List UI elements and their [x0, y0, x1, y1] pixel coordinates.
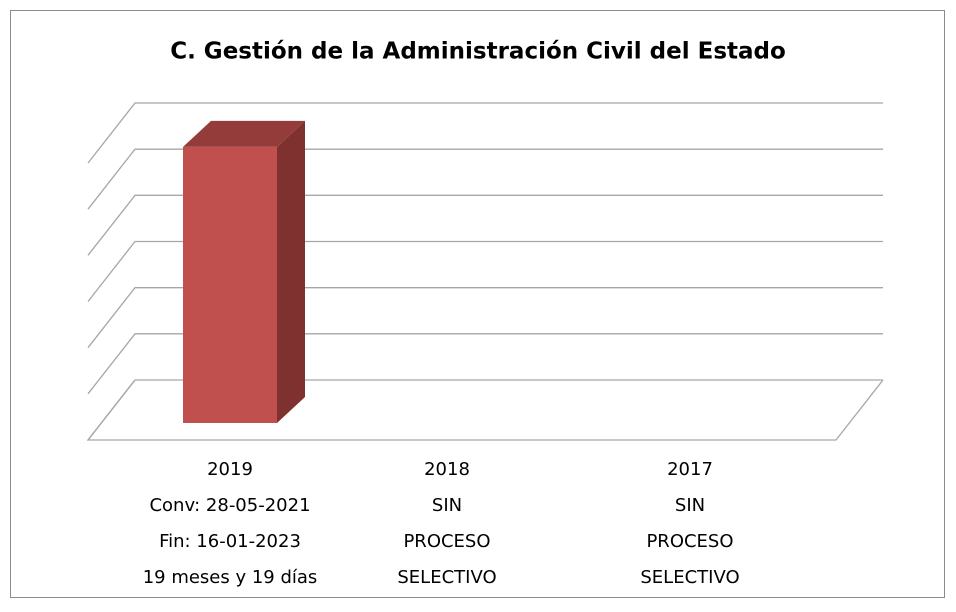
grid-line [87, 287, 883, 349]
chart-frame [10, 10, 945, 598]
x-tick-label: SIN [675, 495, 705, 516]
x-tick-label: 2017 [667, 459, 713, 480]
x-tick-label: SELECTIVO [640, 567, 739, 588]
bar-side [277, 120, 305, 423]
bar-top [183, 120, 305, 147]
x-tick-label: Fin: 16-01-2023 [159, 531, 301, 552]
grid-line [87, 333, 883, 395]
grid-line [87, 240, 883, 302]
x-tick-label: SIN [432, 495, 462, 516]
grid-line [87, 194, 883, 256]
x-tick-label: SELECTIVO [397, 567, 496, 588]
x-tick-label: Conv: 28-05-2021 [149, 495, 310, 516]
x-tick-label: PROCESO [646, 531, 733, 552]
grid-line [87, 379, 883, 441]
x-tick-label: 2018 [424, 459, 470, 480]
x-tick-label: PROCESO [403, 531, 490, 552]
bar [183, 146, 277, 423]
chart-title: C. Gestión de la Administración Civil de… [170, 39, 786, 65]
grid-line [87, 148, 883, 210]
x-tick-label: 2019 [207, 459, 253, 480]
x-tick-label: 19 meses y 19 días [143, 567, 318, 588]
grid-line [87, 102, 883, 164]
